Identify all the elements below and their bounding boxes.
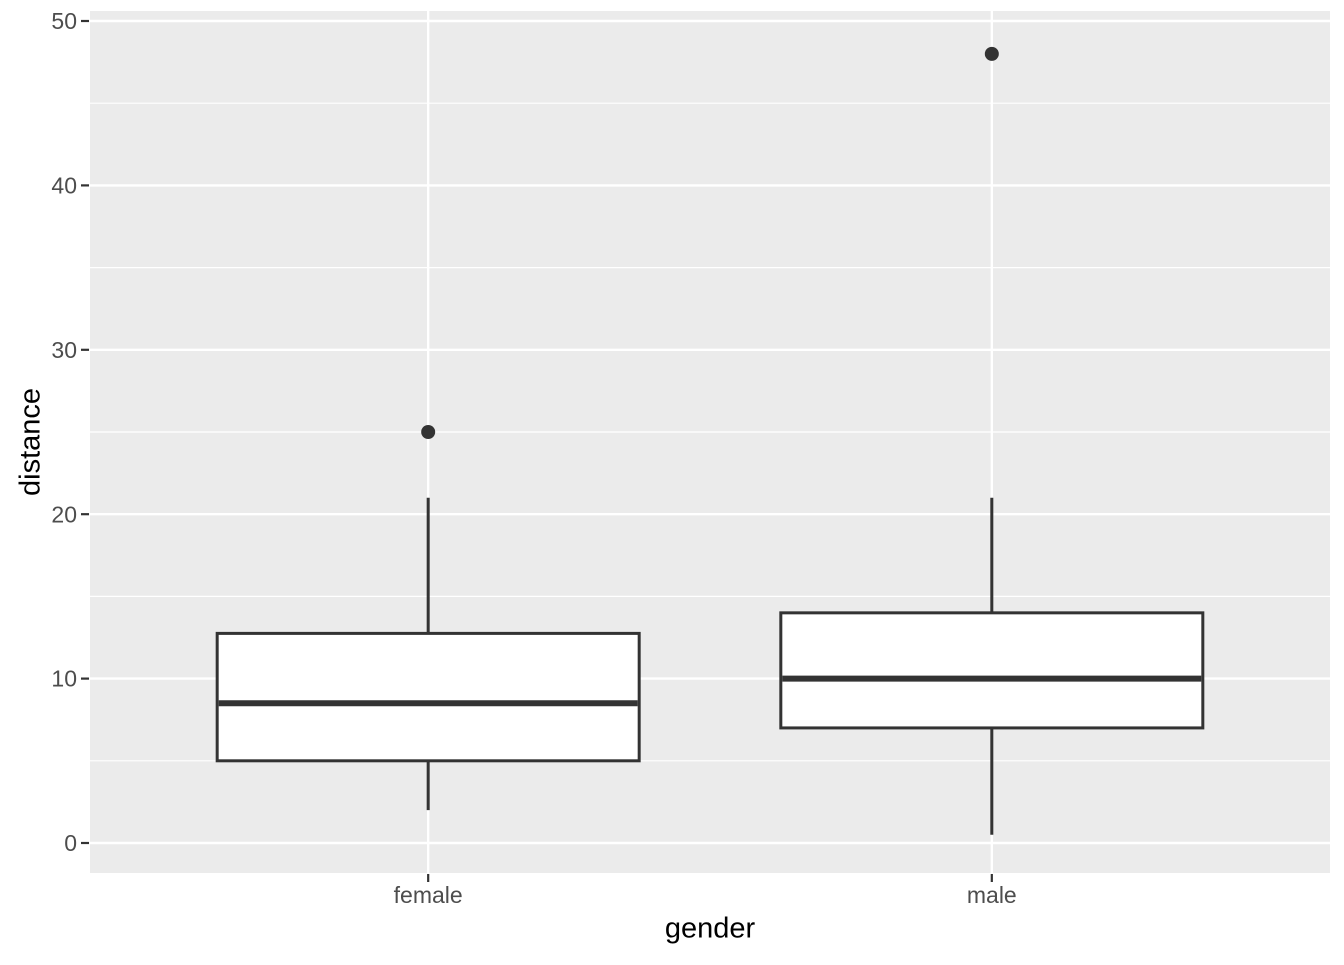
y-axis-title: distance <box>14 387 47 497</box>
x-axis-title: gender <box>664 912 756 945</box>
box-female <box>215 631 641 763</box>
y-tick-label: 40 <box>51 172 77 198</box>
outlier-point-male <box>984 46 999 61</box>
y-tick-label: 10 <box>51 666 77 692</box>
y-tick-label: 30 <box>51 337 77 363</box>
y-tick-label: 20 <box>51 501 77 527</box>
y-tick-label: 50 <box>51 8 77 34</box>
x-tick-label: male <box>967 882 1017 908</box>
box-male <box>779 611 1205 730</box>
x-tick-label: female <box>394 882 463 908</box>
outlier-point-female <box>421 425 436 439</box>
y-tick-label: 0 <box>64 830 77 856</box>
